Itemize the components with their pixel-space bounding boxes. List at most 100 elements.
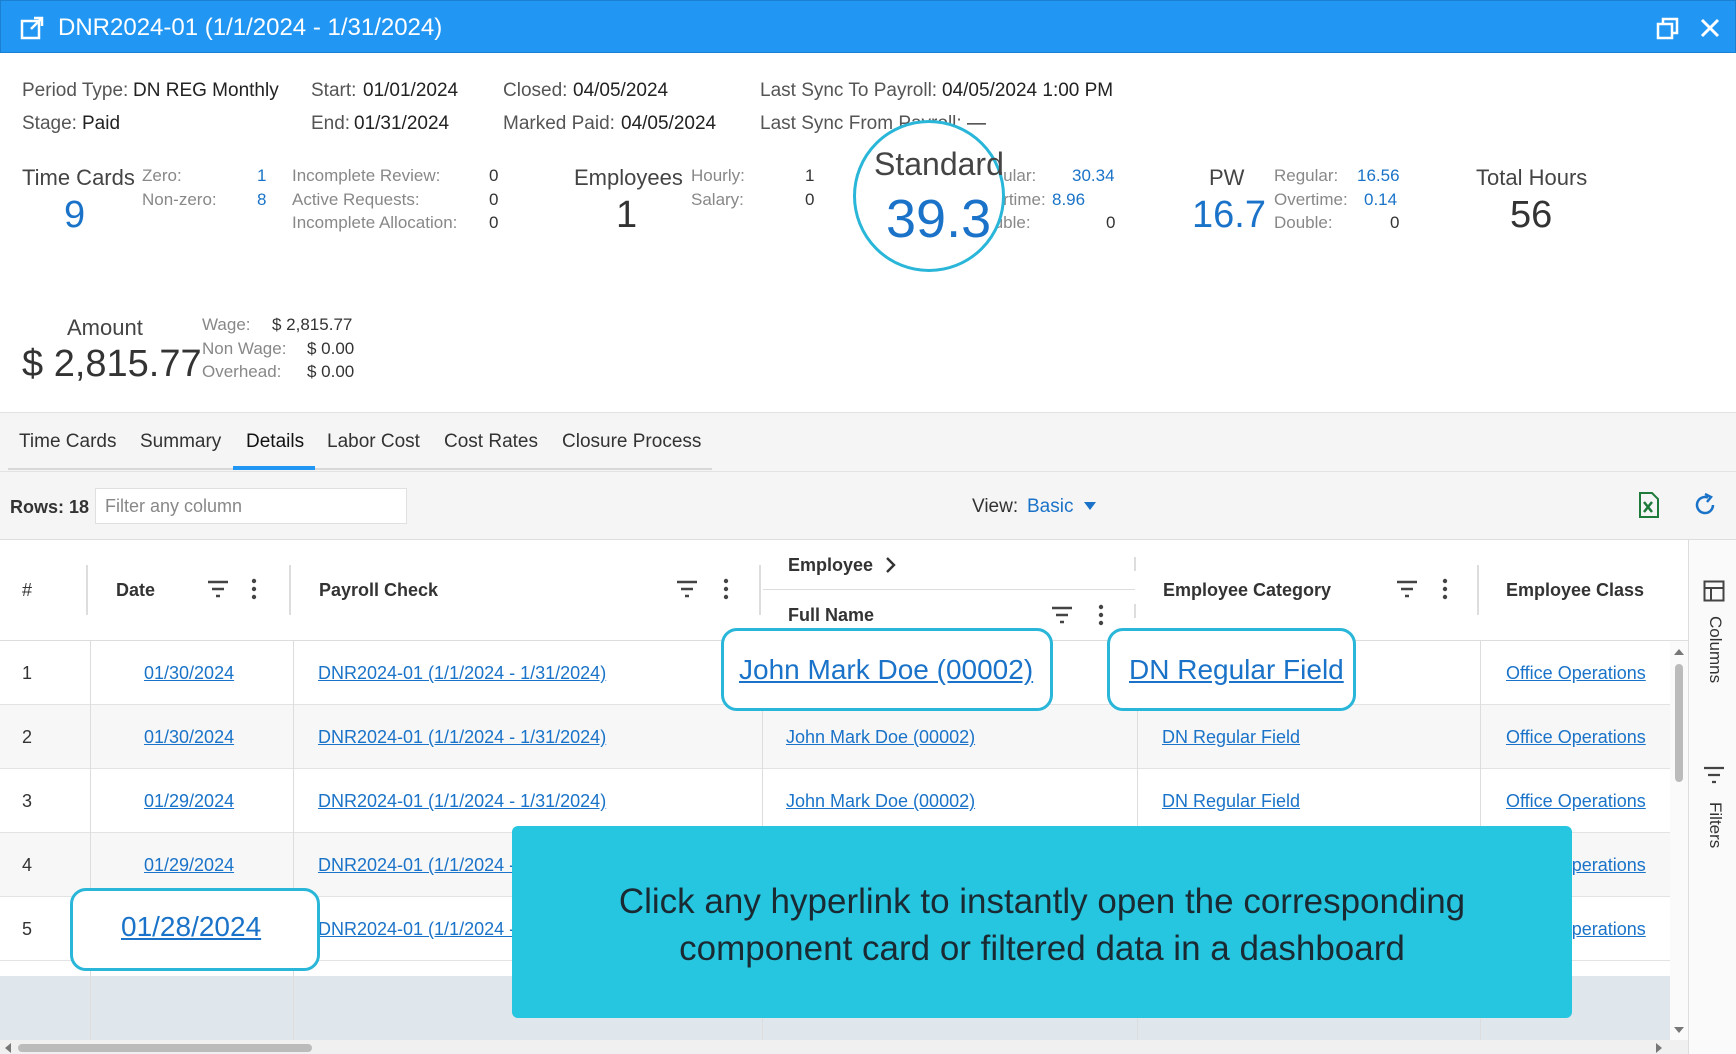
tab-summary[interactable]: Summary: [140, 431, 222, 452]
tab-bar: Time Cards Summary Details Labor Cost Co…: [0, 412, 1736, 472]
non-wage-label: Non Wage:: [202, 339, 287, 358]
employee-category-link[interactable]: DN Regular Field: [1129, 654, 1344, 685]
date-link[interactable]: 01/30/2024: [144, 727, 235, 747]
employees-label: Employees: [574, 165, 683, 190]
pw-value[interactable]: 16.7: [1192, 194, 1266, 236]
refresh-icon[interactable]: [1692, 492, 1718, 518]
grid-side-panel: Columns Filters: [1688, 540, 1736, 1054]
last-sync-to-value: 04/05/2024 1:00 PM: [942, 80, 1114, 101]
header-date[interactable]: Date: [116, 580, 156, 600]
header-employee-group[interactable]: Employee: [788, 555, 874, 575]
payroll-check-link[interactable]: DNR2024-01 (1/1/2024 - 1/31/2024): [318, 791, 607, 811]
stage-value: Paid: [82, 113, 121, 134]
time-cards-value[interactable]: 9: [64, 194, 86, 236]
filters-icon[interactable]: [1703, 766, 1725, 784]
full-name-highlight: [721, 628, 1053, 711]
hourly-value: 1: [805, 166, 815, 185]
close-icon[interactable]: [1697, 15, 1723, 41]
employee-category-link[interactable]: DN Regular Field: [1162, 791, 1301, 811]
time-cards-label: Time Cards: [22, 165, 135, 190]
standard-regular-value[interactable]: 30.34: [1072, 166, 1115, 185]
category-highlight: [1107, 628, 1356, 711]
scroll-down-icon[interactable]: [1673, 1025, 1685, 1035]
payroll-check-link[interactable]: DNR2024-01 (1/1/2024 - 1/31/2024): [318, 727, 607, 747]
more-options-icon[interactable]: [1441, 578, 1449, 600]
filter-icon[interactable]: [675, 579, 699, 599]
filter-icon[interactable]: [1050, 605, 1074, 625]
scroll-up-icon[interactable]: [1673, 647, 1685, 657]
tab-details[interactable]: Details: [246, 431, 305, 452]
overhead-value: $ 0.00: [307, 362, 355, 381]
header-payroll-check[interactable]: Payroll Check: [319, 580, 439, 600]
columns-icon[interactable]: [1703, 580, 1725, 602]
filter-icon[interactable]: [1395, 579, 1419, 599]
payroll-check-link[interactable]: DNR2024-01 (1/1/2024 - 1/31/2024): [318, 663, 607, 683]
tab-time-cards[interactable]: Time Cards: [19, 431, 117, 452]
grid-header: [0, 540, 1688, 641]
tab-cost-rates[interactable]: Cost Rates: [444, 431, 538, 452]
row-number: 4: [22, 855, 33, 875]
more-options-icon[interactable]: [250, 578, 258, 600]
header-employee-class[interactable]: Employee Class: [1506, 580, 1645, 600]
employee-category-link[interactable]: DN Regular Field: [1162, 727, 1301, 747]
excel-export-icon[interactable]: [1638, 492, 1660, 518]
hourly-label: Hourly:: [691, 166, 745, 185]
nonzero-value[interactable]: 8: [257, 190, 267, 209]
full-name-link[interactable]: John Mark Doe (00002): [786, 727, 976, 747]
view-select[interactable]: Basic: [1027, 496, 1097, 518]
filter-icon[interactable]: [206, 579, 230, 599]
row-number: 2: [22, 727, 33, 747]
employee-class-link[interactable]: Office Operations: [1506, 663, 1646, 683]
header-full-name[interactable]: Full Name: [788, 605, 875, 625]
pw-overtime-label: Overtime:: [1274, 190, 1348, 209]
date-link[interactable]: 01/28/2024: [121, 911, 262, 942]
zero-value[interactable]: 1: [257, 166, 267, 185]
vertical-scrollbar[interactable]: [1670, 641, 1688, 1041]
chevron-right-icon[interactable]: [884, 556, 896, 574]
header-employee-category[interactable]: Employee Category: [1163, 580, 1332, 600]
more-options-icon[interactable]: [1097, 604, 1105, 626]
more-options-icon[interactable]: [722, 578, 730, 600]
period-type-value: DN REG Monthly: [133, 80, 279, 101]
pw-regular-value[interactable]: 16.56: [1357, 166, 1400, 185]
pw-regular-label: Regular:: [1274, 166, 1339, 185]
scroll-left-icon[interactable]: [3, 1042, 13, 1054]
overhead-label: Overhead:: [202, 362, 282, 381]
amount-value: $ 2,815.77: [22, 343, 202, 385]
pw-overtime-value[interactable]: 0.14: [1364, 190, 1398, 209]
employees-value: 1: [616, 194, 638, 236]
view-value: Basic: [1027, 496, 1074, 517]
external-link-icon[interactable]: [19, 15, 45, 41]
vertical-scroll-thumb[interactable]: [1675, 664, 1683, 782]
start-value: 01/01/2024: [363, 80, 459, 101]
wage-label: Wage:: [202, 315, 251, 334]
stage-label: Stage:: [22, 113, 77, 134]
full-name-link[interactable]: John Mark Doe (00002): [739, 654, 1034, 685]
date-link[interactable]: 01/29/2024: [144, 855, 235, 875]
full-name-link[interactable]: John Mark Doe (00002): [786, 791, 976, 811]
wage-value: $ 2,815.77: [272, 315, 353, 334]
filters-toggle[interactable]: Filters: [1706, 802, 1725, 849]
date-link[interactable]: 01/30/2024: [144, 663, 235, 683]
header-row-number: #: [22, 580, 33, 600]
horizontal-scroll-thumb[interactable]: [18, 1044, 312, 1052]
employee-class-link[interactable]: Office Operations: [1506, 791, 1646, 811]
tab-closure-process[interactable]: Closure Process: [562, 431, 702, 452]
active-tab-indicator: [233, 466, 315, 470]
window-title: DNR2024-01 (1/1/2024 - 1/31/2024): [58, 14, 443, 41]
filter-input[interactable]: [95, 488, 407, 524]
columns-toggle[interactable]: Columns: [1706, 616, 1725, 684]
restore-window-icon[interactable]: [1655, 15, 1681, 41]
row-number: 5: [22, 919, 33, 939]
standard-overtime-value[interactable]: 8.96: [1052, 190, 1086, 209]
date-link[interactable]: 01/29/2024: [144, 791, 235, 811]
closed-value: 04/05/2024: [573, 80, 669, 101]
caret-down-icon: [1083, 502, 1096, 510]
scroll-right-icon[interactable]: [1654, 1042, 1664, 1054]
pw-label: PW: [1209, 165, 1245, 190]
horizontal-scrollbar[interactable]: [0, 1040, 1688, 1054]
closed-label: Closed:: [503, 80, 568, 101]
tab-labor-cost[interactable]: Labor Cost: [327, 431, 420, 452]
employee-class-link[interactable]: Office Operations: [1506, 727, 1646, 747]
standard-value[interactable]: 39.3: [886, 189, 992, 249]
